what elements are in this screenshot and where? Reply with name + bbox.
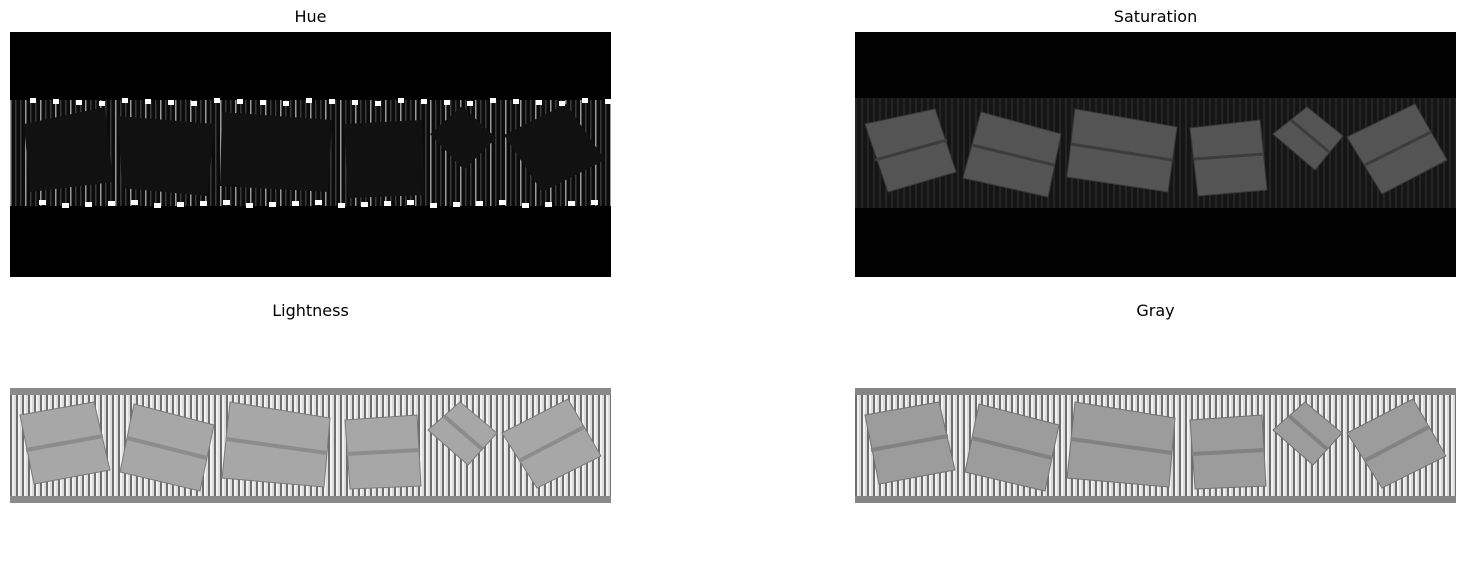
gray-panel-title: Gray [1136,301,1175,320]
saturation-panel-title: Saturation [1113,7,1198,26]
hue-panel-title: Hue [294,7,327,26]
saturation-channel-image [855,32,1456,277]
lightness-panel-title: Lightness [272,301,349,320]
lightness-channel-image [10,388,611,503]
hue-channel-image [10,32,611,277]
gray-channel-image [855,388,1456,503]
